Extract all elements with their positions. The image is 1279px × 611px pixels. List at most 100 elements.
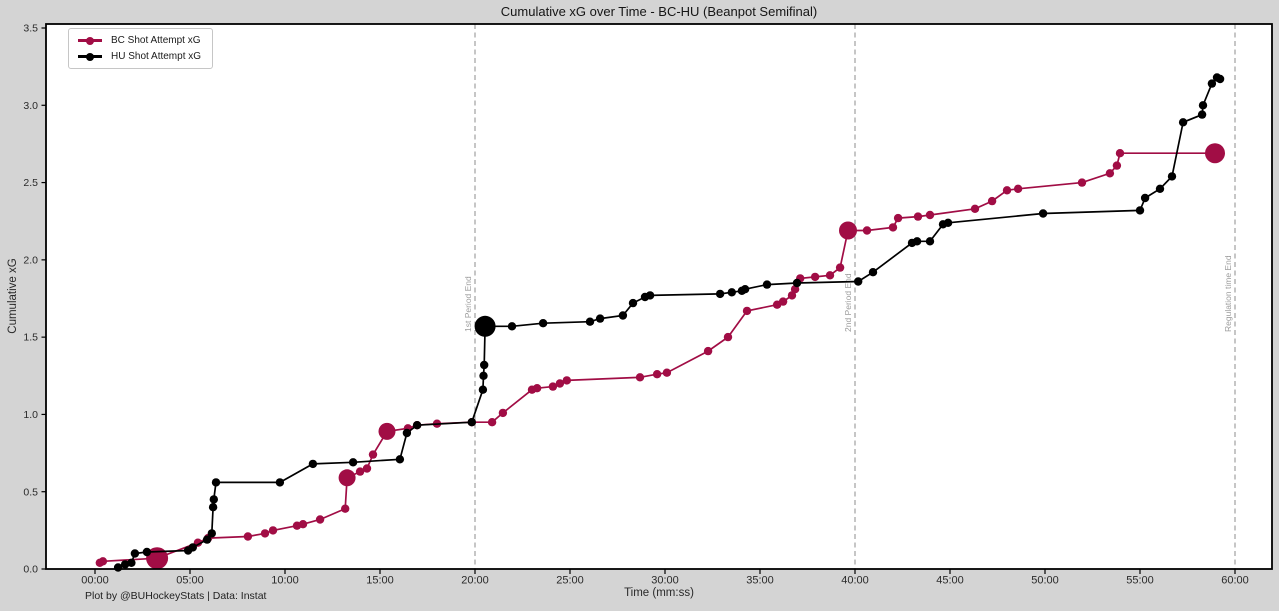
bc-data-point xyxy=(562,376,571,385)
hu-data-point xyxy=(1167,172,1177,181)
bc-data-point xyxy=(268,526,278,535)
hu-data-point xyxy=(727,288,736,297)
hu-data-point xyxy=(120,560,130,569)
bc-data-point xyxy=(893,213,903,223)
hu-data-point xyxy=(474,315,496,337)
hu-data-point xyxy=(538,319,548,328)
bc-data-point xyxy=(315,515,325,524)
hu-data-point xyxy=(211,478,221,487)
period-end-label: 1st Period End xyxy=(463,276,473,332)
bc-data-point xyxy=(1115,149,1125,158)
hu-data-point xyxy=(595,314,605,323)
hu-data-point xyxy=(1198,101,1208,110)
x-tick-label: 55:00 xyxy=(1126,575,1154,587)
bc-data-point xyxy=(378,422,396,440)
y-tick-label: 3.5 xyxy=(23,23,38,35)
hu-data-point xyxy=(762,280,772,289)
footer-credit: Plot by @BUHockeyStats | Data: Instat xyxy=(85,590,267,602)
hu-data-point xyxy=(1155,184,1165,193)
legend-item-hu: HU Shot Attempt xG xyxy=(78,51,201,62)
hu-data-point xyxy=(207,529,216,538)
bc-data-point xyxy=(362,464,372,473)
bc-data-point xyxy=(925,210,935,220)
hu-data-point xyxy=(943,218,953,227)
bc-data-point xyxy=(1013,184,1023,193)
legend: BC Shot Attempt xG HU Shot Attempt xG xyxy=(68,28,214,69)
bc-data-point xyxy=(723,332,733,342)
hu-data-point xyxy=(1215,74,1225,84)
bc-data-point xyxy=(810,272,820,282)
bc-data-point xyxy=(787,291,797,300)
bc-data-point xyxy=(888,223,898,232)
bc-data-point xyxy=(987,196,997,206)
y-tick-label: 1.5 xyxy=(23,332,38,344)
y-tick-label: 0.0 xyxy=(23,564,38,576)
hu-data-point xyxy=(645,291,655,300)
bc-data-point xyxy=(298,520,308,529)
hu-data-point xyxy=(740,285,750,294)
x-tick-label: 30:00 xyxy=(651,575,679,587)
bc-data-point xyxy=(532,384,542,393)
bc-data-point xyxy=(839,221,857,240)
bc-data-point xyxy=(913,212,923,221)
bc-data-point xyxy=(703,346,713,356)
hu-data-point xyxy=(1038,209,1048,218)
bc-data-point xyxy=(778,297,788,306)
hu-data-point xyxy=(348,458,358,467)
hu-data-point xyxy=(1207,79,1217,88)
x-tick-label: 10:00 xyxy=(271,575,299,587)
hu-data-point xyxy=(1178,118,1188,127)
bc-data-point xyxy=(341,504,350,513)
bc-data-point xyxy=(548,382,558,391)
y-tick-label: 3.0 xyxy=(23,100,38,112)
hu-data-point xyxy=(792,278,802,288)
bc-data-point xyxy=(260,529,270,538)
hu-data-point xyxy=(585,317,595,326)
hu-data-point xyxy=(142,547,152,557)
hu-data-point xyxy=(130,549,140,558)
bc-data-point xyxy=(835,263,845,272)
hu-data-point xyxy=(925,237,935,246)
x-tick-label: 05:00 xyxy=(176,575,204,587)
hu-data-point xyxy=(479,371,488,380)
x-axis-label: Time (mm:ss) xyxy=(624,587,694,599)
bc-data-point xyxy=(98,557,108,566)
x-tick-label: 35:00 xyxy=(746,575,774,587)
hu-line-marker-swatch xyxy=(78,52,102,61)
bc-data-point xyxy=(338,469,356,487)
bc-data-point xyxy=(355,467,365,476)
hu-data-point xyxy=(868,268,878,277)
bc-data-point xyxy=(146,547,169,570)
hu-data-point xyxy=(854,277,863,286)
hu-data-point xyxy=(1135,206,1145,215)
x-tick-label: 60:00 xyxy=(1221,575,1249,587)
y-tick-label: 2.0 xyxy=(23,254,38,266)
hu-data-point xyxy=(412,421,422,430)
y-tick-label: 1.0 xyxy=(23,409,38,421)
x-tick-label: 15:00 xyxy=(366,575,394,587)
hu-data-point xyxy=(480,360,489,370)
legend-label-bc: BC Shot Attempt xG xyxy=(111,35,201,46)
hu-data-point xyxy=(912,237,922,246)
bc-data-point xyxy=(1105,169,1115,178)
bc-data-point xyxy=(243,532,253,541)
y-axis-label: Cumulative xG xyxy=(7,258,19,334)
period-end-label: 2nd Period End xyxy=(843,273,853,332)
bc-data-point xyxy=(652,370,662,379)
hu-data-point xyxy=(308,459,318,469)
bc-line-marker-swatch xyxy=(78,36,102,45)
bc-data-point xyxy=(1205,143,1225,164)
hu-data-point xyxy=(1197,110,1207,119)
bc-data-point xyxy=(662,368,672,377)
bc-data-point xyxy=(487,418,497,427)
bc-data-point xyxy=(742,306,752,316)
hu-data-point xyxy=(618,311,628,320)
hu-data-point xyxy=(1140,193,1150,203)
bc-data-point xyxy=(1112,161,1122,170)
chart-title: Cumulative xG over Time - BC-HU (Beanpot… xyxy=(500,4,818,19)
x-tick-label: 25:00 xyxy=(556,575,584,587)
hu-data-point xyxy=(209,495,218,504)
bc-data-point xyxy=(970,204,980,213)
